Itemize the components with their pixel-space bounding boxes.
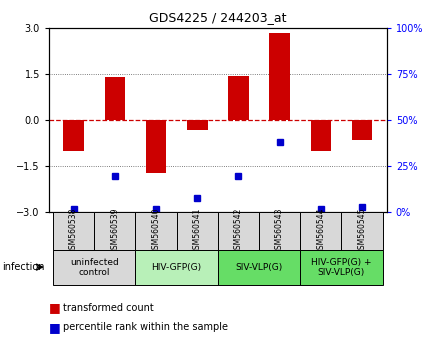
Text: GSM560544: GSM560544 (316, 208, 325, 254)
FancyBboxPatch shape (218, 250, 300, 285)
Bar (228, 76, 249, 120)
Text: transformed count: transformed count (63, 303, 154, 313)
Bar (105, 78, 125, 120)
Text: GSM560540: GSM560540 (151, 208, 161, 254)
FancyBboxPatch shape (259, 212, 300, 250)
FancyBboxPatch shape (218, 212, 259, 250)
Text: percentile rank within the sample: percentile rank within the sample (63, 322, 228, 332)
Text: GSM560541: GSM560541 (193, 208, 202, 254)
Text: GSM560538: GSM560538 (69, 208, 78, 254)
FancyBboxPatch shape (94, 212, 136, 250)
Text: infection: infection (2, 262, 45, 272)
Bar (311, 120, 331, 151)
Title: GDS4225 / 244203_at: GDS4225 / 244203_at (149, 11, 286, 24)
Text: HIV-GFP(G): HIV-GFP(G) (152, 263, 202, 272)
Text: GSM560542: GSM560542 (234, 208, 243, 254)
Text: uninfected
control: uninfected control (70, 258, 119, 277)
Text: ■: ■ (49, 321, 61, 334)
FancyBboxPatch shape (53, 212, 94, 250)
FancyBboxPatch shape (53, 250, 136, 285)
Bar (63, 120, 84, 151)
Text: HIV-GFP(G) +
SIV-VLP(G): HIV-GFP(G) + SIV-VLP(G) (311, 258, 372, 277)
Bar (146, 120, 166, 172)
Bar (187, 120, 207, 130)
FancyBboxPatch shape (300, 250, 383, 285)
FancyBboxPatch shape (300, 212, 341, 250)
FancyBboxPatch shape (341, 212, 382, 250)
Text: GSM560543: GSM560543 (275, 208, 284, 254)
Text: ■: ■ (49, 302, 61, 314)
FancyBboxPatch shape (136, 250, 218, 285)
Bar (269, 33, 290, 120)
Text: SIV-VLP(G): SIV-VLP(G) (235, 263, 283, 272)
FancyBboxPatch shape (177, 212, 218, 250)
Bar (352, 120, 372, 140)
FancyBboxPatch shape (136, 212, 177, 250)
Text: GSM560545: GSM560545 (357, 208, 366, 254)
Text: GSM560539: GSM560539 (110, 208, 119, 254)
